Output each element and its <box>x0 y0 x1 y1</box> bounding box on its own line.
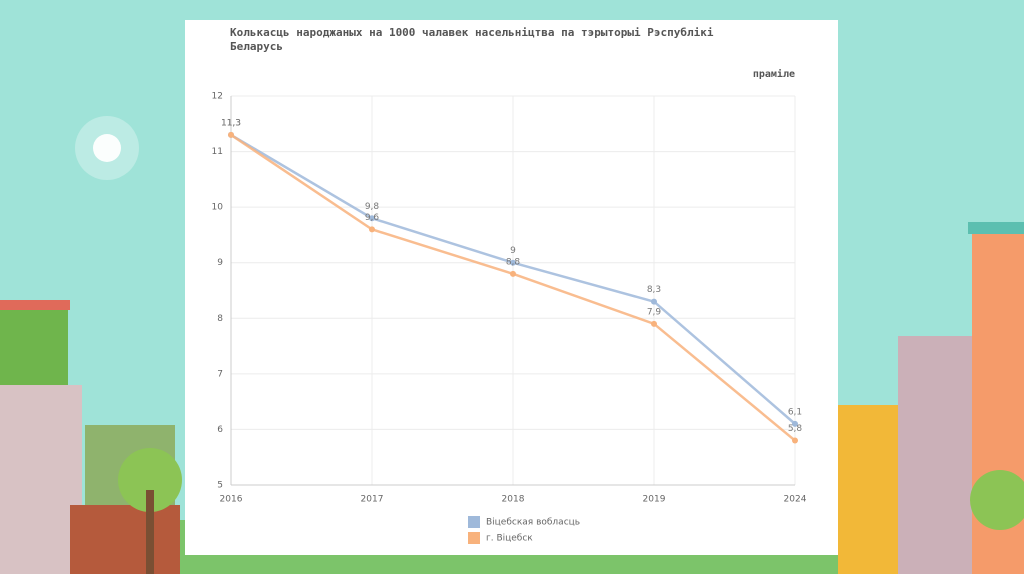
data-point <box>651 320 657 327</box>
building <box>70 505 180 574</box>
data-point <box>228 131 234 138</box>
chart-panel: 5 6 7 8 9 10 11 12 2016 2017 2018 2019 2024 11,3 9,8 9 8… <box>185 20 838 555</box>
building <box>0 385 82 574</box>
x-tick-label: 2016 <box>220 495 243 505</box>
data-label: 11,3 <box>221 118 241 128</box>
data-label: 8,8 <box>506 257 521 267</box>
data-point <box>369 215 375 222</box>
x-tick-label: 2018 <box>502 495 525 505</box>
building <box>0 300 68 390</box>
y-axis-unit: праміле <box>752 69 795 80</box>
y-tick-label: 7 <box>217 369 223 379</box>
data-point <box>651 298 657 305</box>
legend-swatch <box>468 516 480 528</box>
y-tick-label: 10 <box>212 203 224 213</box>
data-label: 7,9 <box>647 307 662 317</box>
y-tick-label: 9 <box>217 258 223 268</box>
roof <box>968 222 1024 234</box>
y-tick-label: 5 <box>217 481 223 491</box>
roof <box>0 300 70 310</box>
data-point <box>510 259 516 266</box>
sun-glow <box>75 116 139 180</box>
x-tick-label: 2017 <box>361 495 384 505</box>
y-tick-label: 6 <box>217 425 223 435</box>
data-point <box>792 420 798 427</box>
data-label: 6,1 <box>788 407 802 417</box>
data-label: 5,8 <box>788 424 803 434</box>
sun <box>93 134 121 162</box>
legend-label: г. Віцебск <box>486 534 533 544</box>
tree <box>970 470 1024 530</box>
data-point <box>792 437 798 444</box>
tree <box>118 448 182 512</box>
y-tick-label: 8 <box>217 314 223 324</box>
data-label: 9,8 <box>365 202 380 212</box>
x-tick-label: 2019 <box>643 495 666 505</box>
data-label: 8,3 <box>647 285 661 295</box>
data-label: 11,3 <box>221 118 241 128</box>
legend-swatch <box>468 532 480 544</box>
tree-trunk <box>146 490 154 574</box>
x-tick-label: 2024 <box>784 495 807 505</box>
chart-title: Колькасць народжаных на 1000 чалавек нас… <box>230 26 714 53</box>
data-point <box>510 270 516 277</box>
data-point <box>369 226 375 233</box>
data-label: 9,6 <box>365 213 380 223</box>
y-tick-label: 11 <box>212 147 223 157</box>
y-tick-label: 12 <box>212 92 223 102</box>
legend-label: Віцебская вобласць <box>486 518 580 528</box>
data-label: 9 <box>510 246 516 256</box>
